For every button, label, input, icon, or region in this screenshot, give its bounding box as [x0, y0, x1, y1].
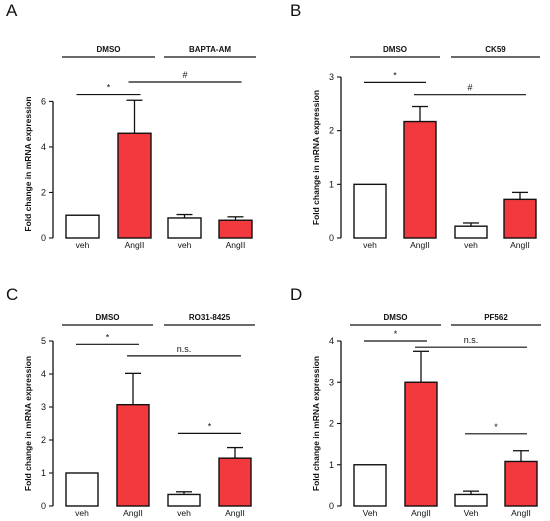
panel-c-y-tick-label: 3 — [41, 402, 46, 412]
panel-a-significance-label: * — [107, 83, 111, 93]
panel-d-category-label: Veh — [464, 508, 479, 518]
panel-c-y-tick-label: 2 — [41, 435, 46, 445]
panel-c-group-label: RO31-8425 — [189, 313, 231, 322]
panel-d-bar — [404, 381, 438, 507]
panel-d-y-tick-label: 2 — [329, 419, 334, 429]
panel-b-bar — [353, 183, 387, 239]
panel-a-group-label: DMSO — [97, 45, 121, 54]
panel-c-y-tick-label: 0 — [41, 501, 46, 511]
panel-d-y-tick-label: 0 — [329, 501, 334, 511]
panel-b-significance-label: # — [467, 83, 472, 93]
panel-b-letter: B — [290, 1, 301, 20]
panel-a-y-axis-title: Fold change in mRNA expression — [23, 96, 33, 231]
panel-c-y-tick-label: 5 — [41, 336, 46, 346]
panel-a-bar — [65, 214, 100, 239]
panel-a-y-tick-label: 4 — [41, 142, 46, 152]
panel-d-group-label: PF562 — [484, 313, 508, 322]
panel-c-category-label: veh — [177, 508, 191, 518]
panel-c-significance-label: n.s. — [177, 344, 192, 354]
panel-d-significance-label: * — [494, 422, 498, 432]
panel-a-category-label: AngII — [125, 240, 145, 250]
panel-c-bar — [218, 457, 252, 507]
panel-d-bar — [353, 464, 387, 507]
panel-a-significance-label: # — [182, 70, 187, 80]
panel-d-y-tick-label: 3 — [329, 377, 334, 387]
panel-d-category-label: AngII — [411, 508, 431, 518]
panel-a-y-tick-label: 0 — [41, 233, 46, 243]
panel-b-bar — [454, 225, 488, 239]
panel-a-group-label: BAPTA-AM — [189, 45, 231, 54]
panel-a-bar — [167, 217, 202, 239]
panel-b-y-axis-title: Fold change in mRNA expression — [311, 90, 321, 225]
panel-a: A 0 2 4 6 Fold change in mRNA expression veh A… — [6, 1, 256, 250]
panel-a-y-tick-label: 2 — [41, 187, 46, 197]
panel-d: D 0 1 2 3 4 Fold change in mRNA expression Veh… — [290, 285, 541, 518]
panel-b-category-label: AngII — [410, 240, 430, 250]
panel-b: B 0 1 2 3 Fold change in mRNA expression veh A… — [290, 1, 540, 250]
panel-d-letter: D — [290, 285, 302, 304]
panel-d-bar — [454, 493, 488, 507]
panel-c-category-label: AngII — [225, 508, 245, 518]
panel-d-y-axis-title: Fold change in mRNA expression — [311, 356, 321, 491]
panel-c-y-axis-title: Fold change in mRNA expression — [23, 356, 33, 491]
panel-c-category-label: veh — [75, 508, 89, 518]
panel-a-y-tick-label: 6 — [41, 96, 46, 106]
panel-a-category-label: veh — [178, 240, 192, 250]
panel-b-y-tick-label: 3 — [329, 72, 334, 82]
panel-d-category-label: AngII — [511, 508, 531, 518]
panel-b-y-tick-label: 0 — [329, 233, 334, 243]
panel-d-y-tick-label: 4 — [329, 336, 334, 346]
panel-b-category-label: veh — [464, 240, 478, 250]
panel-d-bar — [504, 460, 538, 507]
panel-d-significance-label: n.s. — [464, 335, 479, 345]
panel-a-category-label: veh — [76, 240, 90, 250]
panel-b-category-label: AngII — [510, 240, 530, 250]
panel-c-significance-label: * — [208, 421, 212, 431]
panel-c-group-label: DMSO — [96, 313, 120, 322]
panel-d-significance-label: * — [394, 329, 398, 339]
panel-b-bar — [503, 198, 537, 239]
panel-b-category-label: veh — [363, 240, 377, 250]
panel-c-significance-label: * — [106, 332, 110, 342]
panel-c-category-label: AngII — [123, 508, 143, 518]
panel-d-group-label: DMSO — [384, 313, 408, 322]
panel-b-significance-label: * — [393, 70, 397, 80]
panel-c-y-tick-label: 1 — [41, 468, 46, 478]
panel-c-bar — [167, 493, 201, 507]
panel-a-category-label: AngII — [226, 240, 246, 250]
panel-b-y-tick-label: 1 — [329, 179, 334, 189]
panel-c-bar — [116, 403, 150, 507]
panel-c-bar — [65, 472, 99, 507]
panel-b-bar — [403, 120, 437, 239]
panel-b-y-tick-label: 2 — [329, 126, 334, 136]
panel-d-y-tick-label: 1 — [329, 460, 334, 470]
panel-a-bar — [218, 219, 253, 239]
panel-c-letter: C — [6, 285, 18, 304]
panel-c-y-tick-label: 4 — [41, 369, 46, 379]
panel-a-bar — [117, 132, 152, 239]
panel-d-category-label: Veh — [363, 508, 378, 518]
panel-b-group-label: CK59 — [485, 45, 506, 54]
panel-a-letter: A — [6, 1, 18, 20]
panel-b-group-label: DMSO — [383, 45, 407, 54]
panel-c: C 0 1 2 3 4 5 Fold change in mRNA expression ve… — [6, 285, 255, 518]
